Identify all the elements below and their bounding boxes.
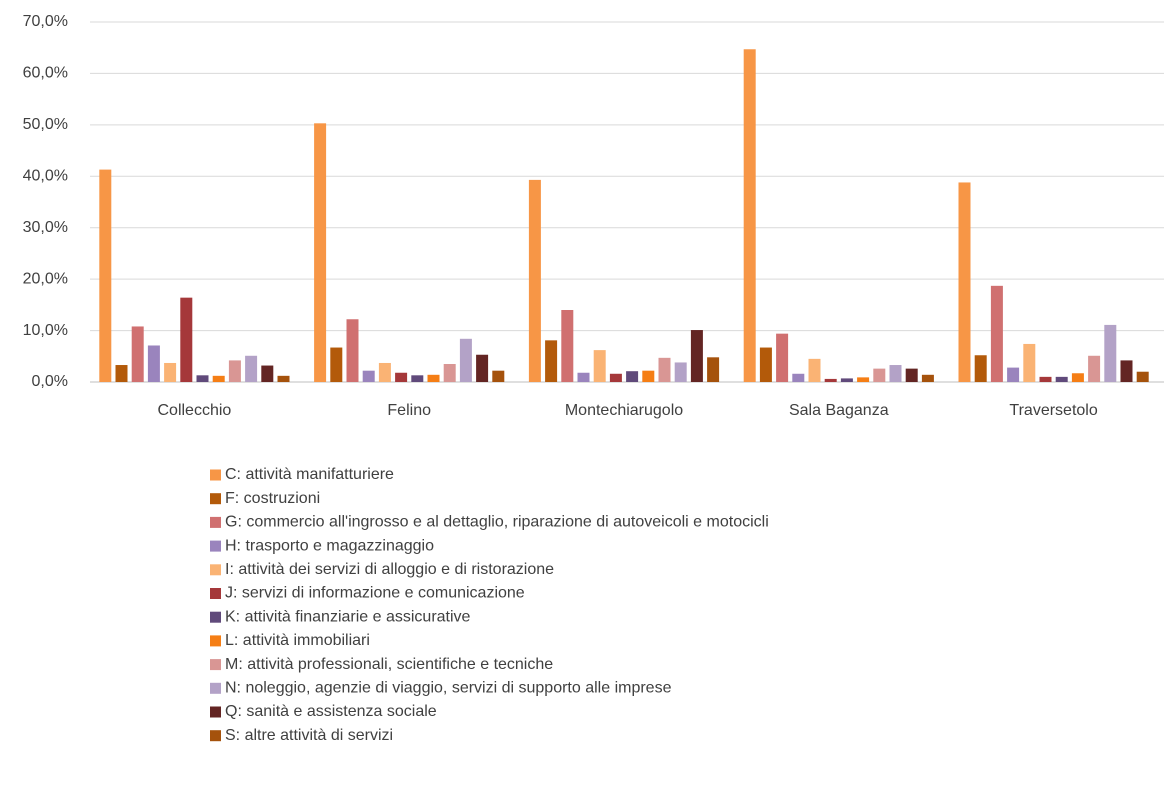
legend-label: N: noleggio, agenzie di viaggio, servizi… (225, 680, 672, 697)
bar (1039, 376, 1052, 382)
bar (808, 358, 821, 382)
bar (759, 347, 772, 382)
bar (743, 49, 756, 382)
bar (164, 362, 177, 382)
bar (1007, 367, 1020, 382)
bar (196, 375, 209, 382)
y-tick-label: 70,0% (23, 13, 68, 30)
bar (840, 378, 853, 382)
bar (131, 326, 144, 382)
legend-swatch (210, 730, 221, 742)
legend-swatch (210, 659, 221, 671)
bar (147, 345, 160, 382)
bar (889, 365, 902, 382)
x-tick-label: Traversetolo (1009, 402, 1097, 419)
y-tick-label: 40,0% (23, 168, 68, 185)
bar (990, 285, 1003, 382)
bar (443, 364, 456, 382)
bar (690, 330, 703, 382)
bar (346, 319, 359, 382)
bar (378, 362, 391, 382)
bar (958, 182, 971, 382)
legend-swatch (210, 469, 221, 481)
bar (642, 370, 655, 382)
legend-label: K: attività finanziarie e assicurative (225, 608, 471, 625)
bar (180, 297, 193, 382)
bar (261, 365, 274, 382)
bar (593, 350, 606, 382)
bar (857, 377, 870, 382)
legend-swatch (210, 682, 221, 694)
y-tick-label: 10,0% (23, 322, 68, 339)
bar (873, 368, 886, 382)
bar (411, 375, 424, 382)
bar (528, 179, 541, 382)
bar (974, 355, 987, 382)
x-tick-label: Felino (387, 402, 431, 419)
bar (561, 310, 574, 382)
bar (1055, 376, 1068, 382)
bar (658, 357, 671, 382)
legend-swatch (210, 706, 221, 718)
bar (577, 372, 590, 382)
bar (314, 123, 327, 383)
legend-swatch (210, 588, 221, 599)
bar (459, 338, 472, 382)
bar (492, 370, 505, 382)
x-tick-label: Montechiarugolo (565, 402, 683, 419)
bar (792, 373, 805, 382)
bar (1088, 355, 1101, 382)
legend-swatch (210, 540, 221, 552)
bar (277, 375, 290, 382)
bar (228, 360, 241, 382)
bar (905, 368, 918, 382)
legend-swatch (210, 516, 221, 528)
legend-label: Q: sanità e assistenza sociale (225, 703, 437, 720)
legend-swatch (210, 635, 221, 647)
y-tick-label: 30,0% (23, 219, 68, 236)
bar (1071, 373, 1084, 382)
bar (1120, 360, 1133, 382)
bar (921, 374, 934, 382)
legend-swatch (210, 493, 221, 505)
y-tick-label: 60,0% (23, 65, 68, 82)
x-tick-label: Sala Baganza (789, 402, 889, 419)
bar (824, 378, 837, 382)
bar (362, 370, 375, 382)
legend-label: L: attività immobiliari (225, 632, 370, 649)
x-tick-label: Collecchio (157, 402, 231, 419)
bar (1104, 324, 1117, 382)
legend-label: F: costruzioni (225, 490, 320, 507)
bar (1136, 371, 1149, 382)
legend-label: J: servizi di informazione e comunicazio… (225, 585, 525, 602)
bar (427, 374, 440, 382)
bar (99, 169, 112, 382)
bar (545, 340, 558, 382)
bar (776, 333, 789, 382)
y-tick-label: 20,0% (23, 270, 68, 287)
bar (212, 375, 225, 382)
bar (1023, 343, 1036, 382)
legend-label: G: commercio all'ingrosso e al dettaglio… (225, 514, 769, 531)
bar (395, 372, 408, 382)
bar (707, 357, 720, 382)
legend-swatch (210, 564, 221, 576)
bar (609, 373, 622, 382)
bar (245, 355, 258, 382)
legend-label: I: attività dei servizi di alloggio e di… (225, 561, 554, 578)
legend-swatch (210, 611, 221, 623)
bar (476, 354, 489, 382)
bar (674, 362, 687, 382)
legend-label: S: altre attività di servizi (225, 727, 393, 744)
bar (330, 347, 343, 382)
bar (115, 365, 128, 382)
legend-label: H: trasporto e magazzinaggio (225, 537, 434, 554)
legend-label: M: attività professionali, scientifiche … (225, 656, 553, 673)
legend-label: C: attività manifatturiere (225, 466, 394, 483)
y-tick-label: 50,0% (23, 116, 68, 133)
y-tick-label: 0,0% (32, 373, 68, 390)
bar (626, 371, 639, 382)
